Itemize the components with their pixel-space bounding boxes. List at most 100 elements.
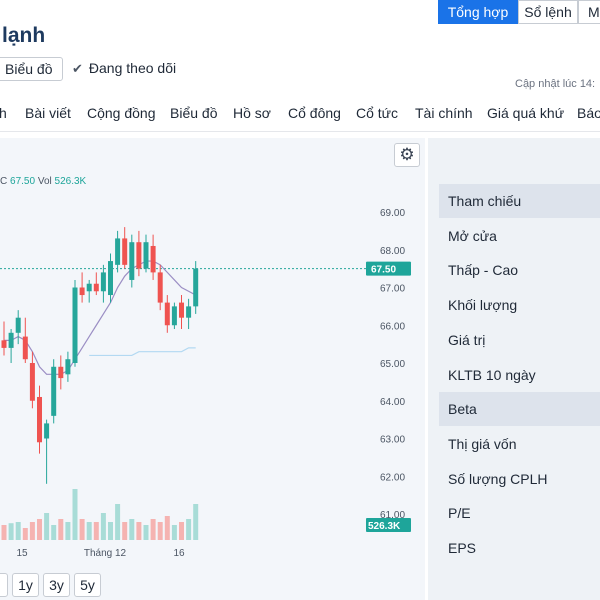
nav-item-posts[interactable]: Bài viết xyxy=(25,105,71,121)
x-tick-label: Tháng 12 xyxy=(84,548,127,559)
y-tick-label: 67.00 xyxy=(380,284,405,295)
volume-bar xyxy=(115,504,121,540)
candle-body xyxy=(108,261,113,296)
candle-body xyxy=(51,366,57,416)
candle-body xyxy=(100,272,106,292)
summary-row: Thấp - Cao xyxy=(448,262,519,279)
legend-vol-label: Vol xyxy=(37,176,52,187)
summary-row: Giá trị xyxy=(448,331,486,348)
volume-bar xyxy=(143,525,149,540)
volume-bar xyxy=(37,519,42,540)
gear-icon[interactable]: ⚙ xyxy=(394,143,420,167)
summary-row: Thị giá vốn xyxy=(448,435,517,452)
follow-button[interactable]: ✔ Đang theo dõi xyxy=(72,60,176,77)
range-button-1y[interactable]: 1y xyxy=(12,573,39,597)
candle-body xyxy=(129,242,135,280)
volume-bar xyxy=(29,522,35,540)
volume-bar xyxy=(93,522,99,540)
volume-bar xyxy=(122,522,128,540)
volume-bar xyxy=(186,519,192,540)
tab-order-book[interactable]: Sổ lệnh xyxy=(518,0,578,24)
follow-label: Đang theo dõi xyxy=(88,60,177,76)
candle-body xyxy=(65,359,71,375)
candle-body xyxy=(186,306,192,318)
volume-bar xyxy=(193,504,199,540)
nav-item-reports[interactable]: Báo xyxy=(577,105,600,121)
legend-vol-value: 526.3K xyxy=(54,176,87,187)
main-nav: h Bài viết Cộng đồng Biểu đồ Hồ sơ Cổ đô… xyxy=(0,96,600,132)
candle-body xyxy=(29,363,35,401)
stock-title: lạnh xyxy=(2,24,46,47)
candle-body xyxy=(193,268,199,307)
chart-area[interactable] xyxy=(0,138,425,600)
candle-body xyxy=(143,242,149,269)
y-tick-label: 61.00 xyxy=(380,510,405,521)
volume-bar xyxy=(8,523,14,540)
volume-bar xyxy=(1,525,7,540)
summary-row: EPS xyxy=(448,540,477,556)
range-button-5y[interactable]: 5y xyxy=(74,573,101,597)
candle-body xyxy=(122,238,128,265)
summary-row: P/E xyxy=(448,505,471,522)
summary-row: Tham chiếu xyxy=(439,184,600,218)
nav-item-profile[interactable]: Hồ sơ xyxy=(233,105,271,121)
candle-body xyxy=(164,302,170,326)
volume-badge xyxy=(366,518,411,532)
volume-bar xyxy=(136,522,142,540)
tab-summary[interactable]: Tổng hợp xyxy=(438,0,518,24)
nav-item-price-history[interactable]: Giá quá khứ xyxy=(487,105,565,121)
candlestick-chart[interactable]: 69.00 68.00 67.00 66.00 65.00 64.00 63.00 62.00… xyxy=(0,190,425,560)
nav-item-community[interactable]: Cộng đồng xyxy=(87,105,156,121)
summary-row: Mở cửa xyxy=(448,227,497,244)
volume-badge-text: 526.3K xyxy=(368,521,401,532)
y-tick-label: 69.00 xyxy=(380,208,405,219)
nav-item-shareholders[interactable]: Cổ đông xyxy=(288,105,341,121)
y-tick-label: 66.00 xyxy=(380,321,405,332)
range-button-prev[interactable] xyxy=(0,573,8,597)
candle-body xyxy=(150,245,156,273)
y-tick-label: 65.00 xyxy=(380,359,405,370)
summary-row: KLTB 10 ngày xyxy=(448,366,536,383)
nav-item-dividends[interactable]: Cổ tức xyxy=(356,105,399,121)
chart-button[interactable]: Biểu đồ xyxy=(0,57,64,81)
candle-body xyxy=(157,272,163,303)
range-button-3y[interactable]: 3y xyxy=(43,573,70,597)
candle-body xyxy=(72,287,78,363)
y-tick-label: 63.00 xyxy=(380,435,405,446)
chart-legend: C 67.50 Vol 526.3K xyxy=(0,176,86,187)
volume-bar xyxy=(65,522,71,540)
y-tick-label: 64.00 xyxy=(380,397,405,408)
nav-item-chart[interactable]: Biểu đồ xyxy=(170,105,218,121)
check-icon: ✔ xyxy=(72,61,83,76)
x-tick-label: 16 xyxy=(173,548,185,559)
nav-item-0[interactable]: h xyxy=(0,105,7,121)
summary-row: Số lượng CPLH xyxy=(448,470,548,487)
volume-bar xyxy=(171,525,177,540)
legend-close-label: C xyxy=(0,176,8,187)
nav-item-finance[interactable]: Tài chính xyxy=(415,105,473,121)
y-tick-label: 68.00 xyxy=(380,246,405,257)
summary-row: Beta xyxy=(439,392,600,427)
volume-bar xyxy=(15,522,21,540)
candle-body xyxy=(37,396,42,443)
volume-bar xyxy=(72,489,78,540)
volume-bar xyxy=(22,528,28,540)
volume-bar xyxy=(150,519,156,540)
volume-bar xyxy=(129,519,135,540)
candle-body xyxy=(115,238,121,265)
candle-body xyxy=(171,306,177,326)
tab-more[interactable]: Mu xyxy=(578,0,600,24)
candle-body xyxy=(86,283,92,292)
volume-bar xyxy=(179,522,184,540)
ma-long-line xyxy=(89,347,196,357)
volume-bar xyxy=(44,513,50,540)
candle-body xyxy=(179,302,184,318)
volume-bar xyxy=(58,519,64,540)
candle-body xyxy=(22,336,28,360)
updated-time: Cập nhật lúc 14: xyxy=(515,78,596,90)
candle-body xyxy=(79,287,85,296)
candle-body xyxy=(136,242,142,269)
legend-close-value: 67.50 xyxy=(10,176,36,187)
volume-bar xyxy=(79,519,85,540)
